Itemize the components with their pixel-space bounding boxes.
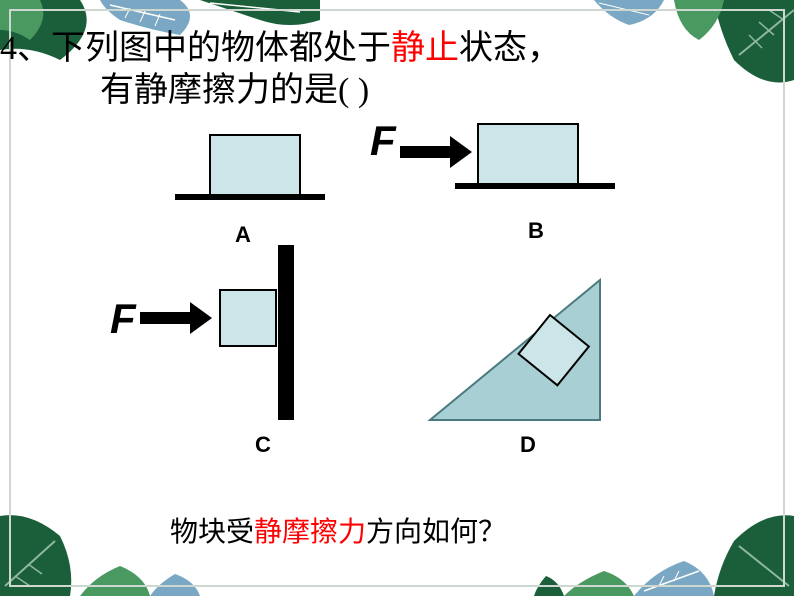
question-number: 4、 — [0, 30, 51, 67]
diagram-d — [420, 270, 620, 430]
diagram-a — [170, 120, 330, 220]
label-c: C — [255, 432, 271, 458]
sub-question: 物块受静摩擦力方向如何？ — [170, 510, 506, 550]
label-d: D — [520, 432, 536, 458]
diagram-b — [400, 120, 620, 220]
label-b: B — [528, 218, 544, 244]
label-a: A — [235, 222, 251, 248]
question-line-2: 有静摩擦力的是( ) — [100, 62, 369, 111]
diagram-c — [140, 245, 320, 425]
force-label-b: F — [370, 117, 396, 165]
force-label-c: F — [110, 295, 136, 343]
